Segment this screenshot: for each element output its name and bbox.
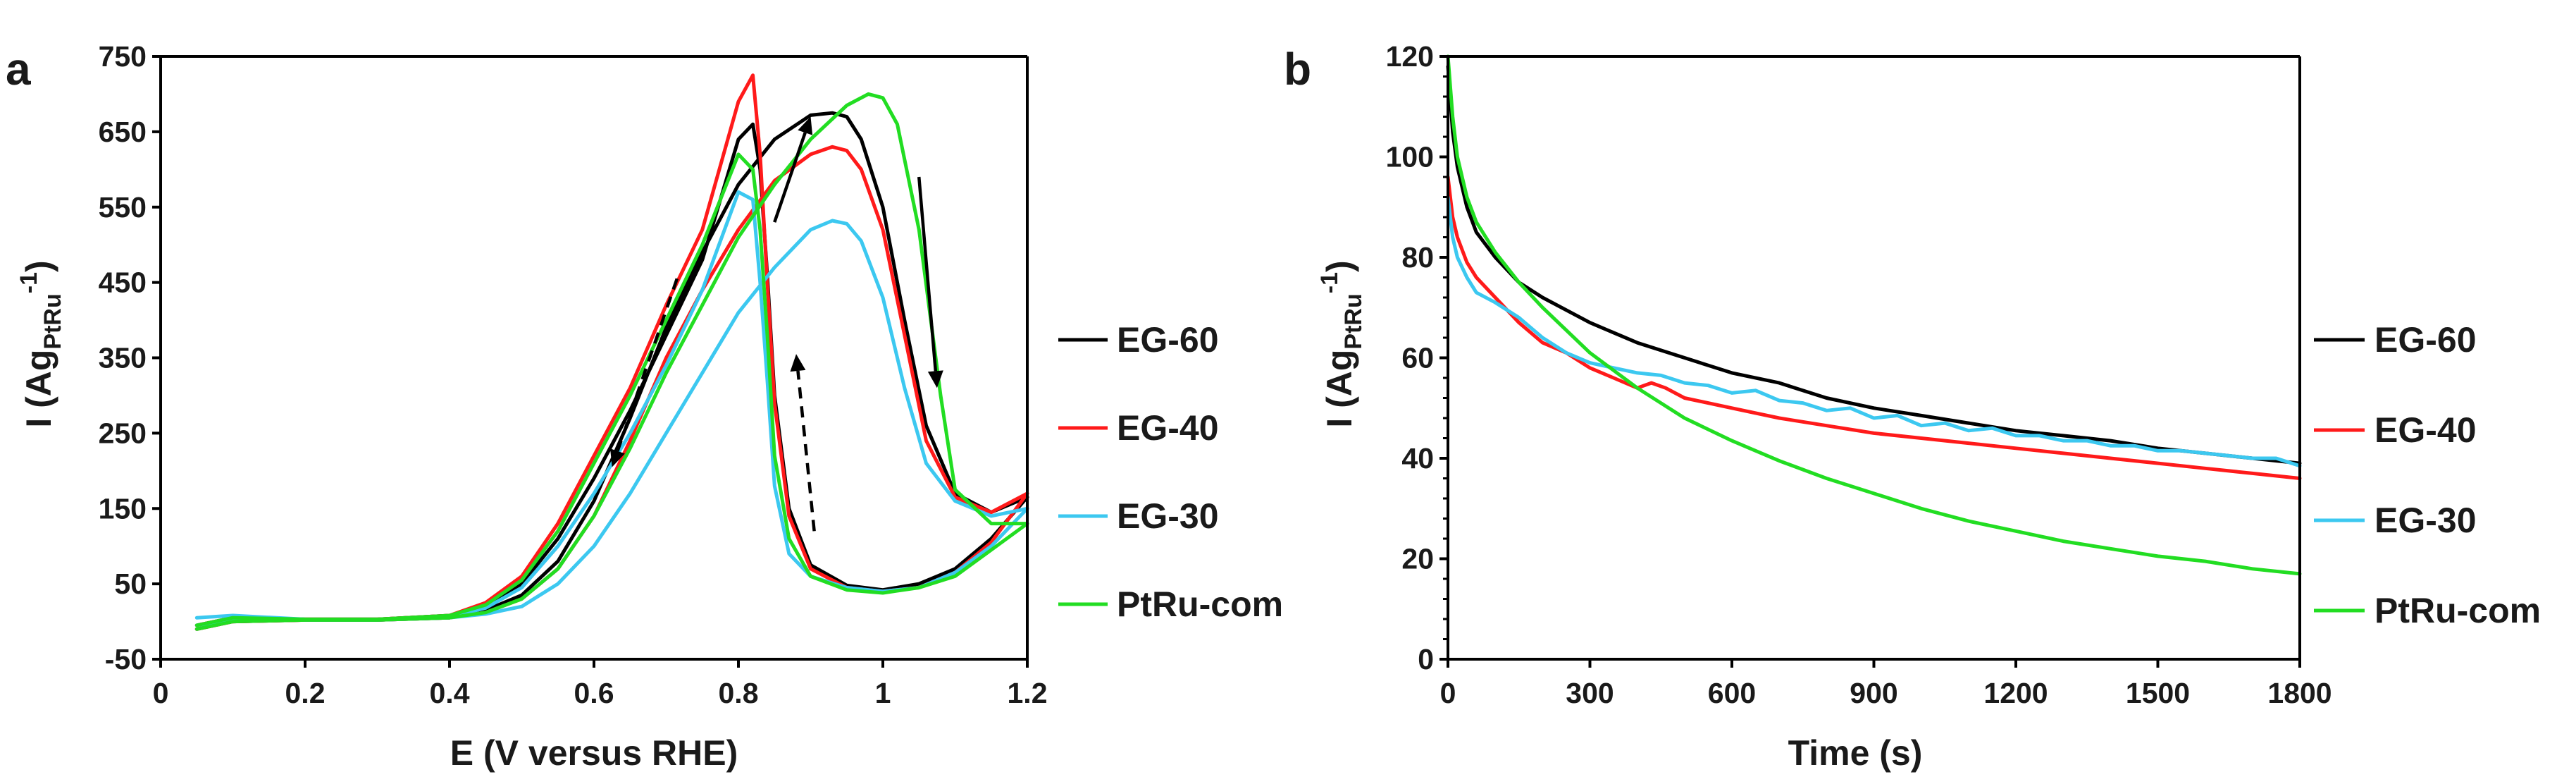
panel-b-legend-label-eg-30: EG-30 [2374, 501, 2477, 540]
panel-a-y-tick-label: 50 [114, 568, 147, 600]
panel-a-y-tick-label: 250 [99, 417, 147, 449]
panel-b-y-tick-label: 0 [1418, 643, 1434, 675]
dashed-arrow-shaft [796, 370, 816, 532]
panel-a-label: a [6, 44, 31, 94]
panel-a-y-tick-label: 650 [99, 116, 147, 148]
dashed-arrow-head [610, 448, 625, 467]
panel-b-y-tick-label: 100 [1386, 141, 1434, 173]
panel-b-series-eg-30 [1446, 195, 2302, 468]
panel-b-label: b [1284, 44, 1311, 94]
panel-a-series-eg-30 [194, 190, 1029, 627]
panel-a-series-ptru-com [194, 92, 1029, 631]
panel-a-y-tick-label: -50 [105, 643, 147, 675]
panel-b-x-tick-label: 1500 [2126, 677, 2190, 709]
panel-a-x-tick-label: 0.6 [574, 677, 614, 709]
panel-b-legend-label-eg-40: EG-40 [2374, 410, 2477, 450]
panel-b-y-tick-label: 60 [1401, 342, 1434, 374]
panel-b-series-eg-40 [1446, 175, 2302, 480]
panel-b-legend-label-ptru-com: PtRu-com [2374, 591, 2541, 630]
panel-a-annotations [610, 116, 943, 532]
panel-b-x-axis-title: Time (s) [1788, 733, 1923, 773]
panel-a-legend-label-eg-60: EG-60 [1117, 320, 1219, 360]
panel-a-x-tick-label: 0.8 [719, 677, 759, 709]
panel-b-x-tick-label: 0 [1440, 677, 1456, 709]
panel-a-x-tick-label: 0.2 [285, 677, 326, 709]
panel-a-x-tick-label: 0.4 [430, 677, 470, 709]
panel-b-y-tick-label: 40 [1401, 442, 1434, 474]
panel-a-legend: EG-60 EG-40 EG-30 PtRu-com [1058, 320, 1283, 624]
panel-b-x-tick-label: 1200 [1983, 677, 2048, 709]
panel-b-x-tick-label: 1800 [2267, 677, 2332, 709]
panel-a-y-tick-label: 550 [99, 191, 147, 223]
panel-a-x-axis-title: E (V versus RHE) [450, 733, 738, 773]
panel-a-y-tick-label: 450 [99, 267, 147, 299]
panel-a-legend-label-ptru-com: PtRu-com [1117, 584, 1283, 624]
panel-a-y-tick-label: 150 [99, 492, 147, 525]
panel-b-series-ptru-com [1446, 54, 2302, 576]
panel-a-series-group [194, 73, 1029, 631]
panel-b-y-tick-label: 80 [1401, 241, 1434, 274]
solid-arrow-head [927, 370, 943, 388]
panel-b-x-tick-label: 900 [1850, 677, 1897, 709]
panel-b-y-tick-label: 20 [1401, 543, 1434, 575]
panel-a-axes: -50 50 150 250 350 450 550 650 750 0 0.2 0.4 0.6 0.8 1… [99, 40, 1048, 709]
solid-arrow-shaft [917, 176, 938, 372]
panel-a-x-tick-label: 1 [875, 677, 891, 709]
solid-arrow-shaft [773, 132, 807, 223]
panel-a-x-tick-label: 1.2 [1008, 677, 1048, 709]
panel-b-y-tick-label: 120 [1386, 40, 1434, 73]
panel-a-x-tick-label: 0 [153, 677, 169, 709]
panel-b-x-tick-label: 600 [1708, 677, 1756, 709]
panel-b-legend: EG-60 EG-40 EG-30 PtRu-com [2314, 320, 2541, 630]
panel-a: a -50 50 150 250 350 450 550 650 750 0 0.2 0.4 0.6 0.… [6, 40, 1283, 773]
panel-b-y-axis-title: I (AgPtRu-1) [1316, 260, 1367, 427]
solid-arrow-head [798, 116, 813, 135]
dashed-arrow-head [790, 354, 806, 372]
panel-b-series-group [1446, 54, 2302, 576]
panel-a-legend-label-eg-30: EG-30 [1117, 496, 1219, 536]
panel-a-series-eg-60 [194, 111, 1029, 631]
panel-a-y-axis-title: I (AgPtRu-1) [16, 260, 66, 427]
panel-a-y-tick-label: 350 [99, 342, 147, 374]
panel-a-y-tick-label: 750 [99, 40, 147, 73]
panel-a-legend-label-eg-40: EG-40 [1117, 408, 1219, 448]
panel-b-legend-label-eg-60: EG-60 [2374, 320, 2477, 360]
panel-b-series-eg-60 [1446, 64, 2302, 465]
panel-b-x-tick-label: 300 [1566, 677, 1614, 709]
